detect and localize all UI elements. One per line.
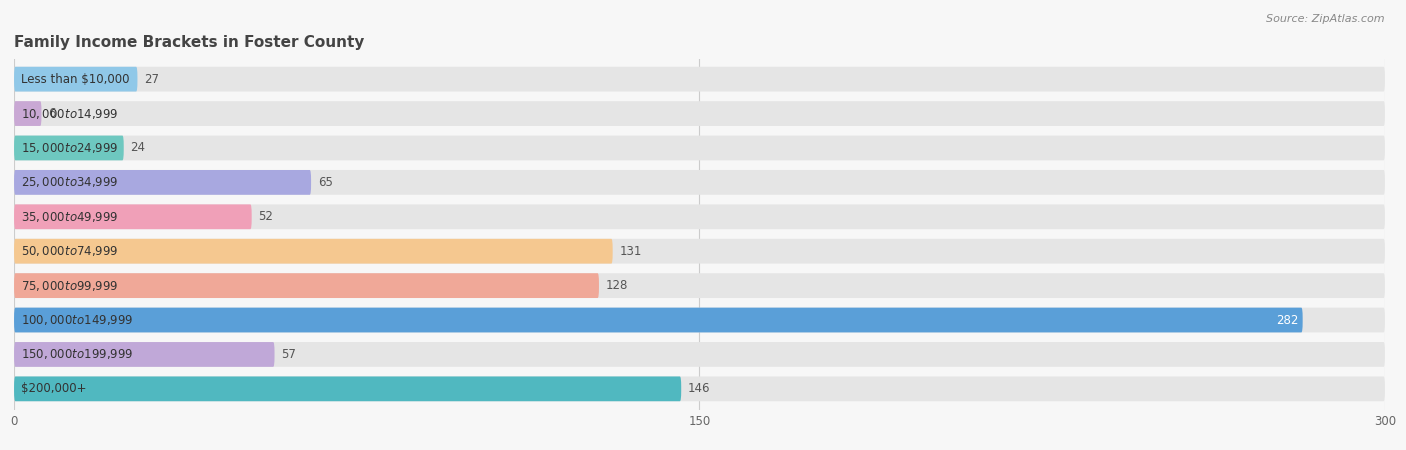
Text: 27: 27	[145, 72, 159, 86]
FancyBboxPatch shape	[14, 101, 42, 126]
FancyBboxPatch shape	[14, 67, 1385, 91]
FancyBboxPatch shape	[14, 308, 1303, 333]
Text: $200,000+: $200,000+	[21, 382, 86, 396]
FancyBboxPatch shape	[14, 342, 1385, 367]
FancyBboxPatch shape	[14, 101, 1385, 126]
Text: Source: ZipAtlas.com: Source: ZipAtlas.com	[1267, 14, 1385, 23]
FancyBboxPatch shape	[14, 135, 1385, 160]
FancyBboxPatch shape	[14, 342, 274, 367]
Text: 6: 6	[48, 107, 56, 120]
Text: $100,000 to $149,999: $100,000 to $149,999	[21, 313, 134, 327]
Text: $15,000 to $24,999: $15,000 to $24,999	[21, 141, 118, 155]
FancyBboxPatch shape	[14, 239, 1385, 264]
Text: 57: 57	[281, 348, 297, 361]
Text: $75,000 to $99,999: $75,000 to $99,999	[21, 279, 118, 292]
Text: 128: 128	[606, 279, 628, 292]
FancyBboxPatch shape	[14, 273, 599, 298]
FancyBboxPatch shape	[14, 67, 138, 91]
Text: Less than $10,000: Less than $10,000	[21, 72, 129, 86]
FancyBboxPatch shape	[14, 170, 311, 195]
FancyBboxPatch shape	[14, 204, 1385, 229]
FancyBboxPatch shape	[14, 377, 1385, 401]
FancyBboxPatch shape	[14, 273, 1385, 298]
Text: Family Income Brackets in Foster County: Family Income Brackets in Foster County	[14, 36, 364, 50]
Text: $10,000 to $14,999: $10,000 to $14,999	[21, 107, 118, 121]
FancyBboxPatch shape	[14, 204, 252, 229]
FancyBboxPatch shape	[14, 377, 682, 401]
FancyBboxPatch shape	[14, 170, 1385, 195]
Text: 65: 65	[318, 176, 333, 189]
FancyBboxPatch shape	[14, 239, 613, 264]
FancyBboxPatch shape	[14, 308, 1385, 333]
Text: 24: 24	[131, 141, 146, 154]
Text: $150,000 to $199,999: $150,000 to $199,999	[21, 347, 134, 361]
Text: $25,000 to $34,999: $25,000 to $34,999	[21, 176, 118, 189]
Text: 52: 52	[259, 210, 273, 223]
Text: $35,000 to $49,999: $35,000 to $49,999	[21, 210, 118, 224]
Text: 282: 282	[1275, 314, 1298, 327]
Text: 131: 131	[620, 245, 643, 258]
FancyBboxPatch shape	[14, 135, 124, 160]
Text: $50,000 to $74,999: $50,000 to $74,999	[21, 244, 118, 258]
Text: 146: 146	[688, 382, 710, 396]
